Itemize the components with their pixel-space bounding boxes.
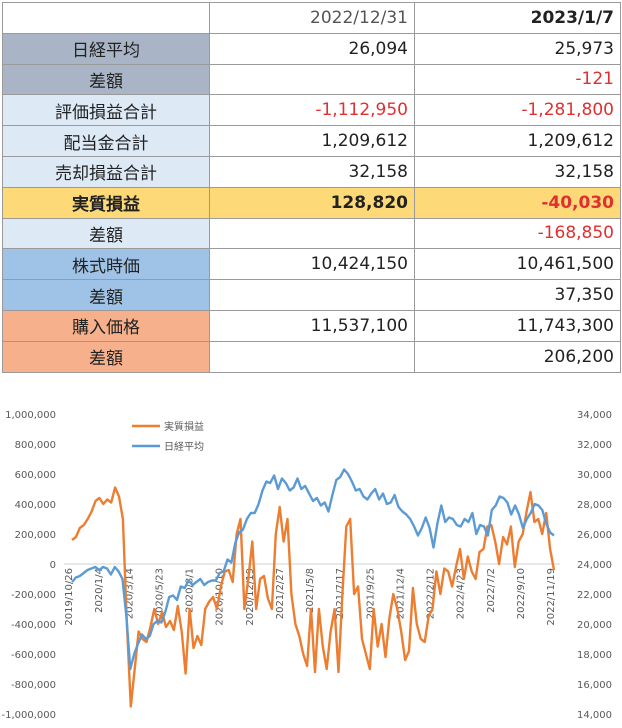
y-right-tick-label: 28,000 <box>577 500 612 511</box>
y-right-tick-label: 30,000 <box>577 470 612 481</box>
table-row: 実質損益 128,820 -40,030 <box>2 186 621 219</box>
x-tick-label: 2020/5/23 <box>154 568 165 619</box>
y-left-tick-label: 400,000 <box>15 500 56 511</box>
cell-value: -40,030 <box>414 186 621 219</box>
summary-table: 2022/12/31 2023/1/7 日経平均 26,094 25,973 差額 -121… <box>2 2 621 373</box>
x-tick-label: 2020/3/14 <box>124 568 135 619</box>
series-line-nikkei <box>71 468 555 671</box>
y-left-tick-label: -600,000 <box>11 650 56 661</box>
y-left-tick-label: -400,000 <box>11 620 56 631</box>
cell-value: 26,094 <box>209 32 415 65</box>
cell-value: -1,281,800 <box>414 94 621 127</box>
y-right-tick-label: 18,000 <box>577 650 612 661</box>
cell-value: 25,973 <box>414 32 621 65</box>
y-right-tick-label: 32,000 <box>577 440 612 451</box>
y-right-tick-label: 20,000 <box>577 620 612 631</box>
y-right-tick-label: 16,000 <box>577 680 612 691</box>
cell-value: 206,200 <box>414 340 621 373</box>
series-line-profit <box>71 486 556 708</box>
x-tick-label: 2019/10/26 <box>64 568 75 626</box>
cell-value: -121 <box>414 63 621 96</box>
row-label: 日経平均 <box>2 32 210 65</box>
y-right-tick-label: 34,000 <box>577 410 612 421</box>
y-left-tick-label: 200,000 <box>15 530 56 541</box>
header-blank <box>2 2 210 34</box>
cell-value: 37,350 <box>414 279 621 311</box>
cell-value: 32,158 <box>209 155 415 188</box>
cell-value: 11,537,100 <box>209 309 415 342</box>
y-left-tick-label: 600,000 <box>15 470 56 481</box>
y-left-tick-label: 0 <box>50 560 56 571</box>
y-right-tick-label: 26,000 <box>577 530 612 541</box>
row-label: 実質損益 <box>2 186 210 219</box>
row-label: 売却損益合計 <box>2 155 210 188</box>
legend-label: 日経平均 <box>164 440 204 453</box>
table-row: 配当金合計 1,209,612 1,209,612 <box>2 125 621 157</box>
legend-label: 実質損益 <box>164 420 204 433</box>
cell-value <box>209 217 415 250</box>
cell-value: -1,112,950 <box>209 94 415 127</box>
cell-value: 32,158 <box>414 155 621 188</box>
cell-value: 10,461,500 <box>414 248 621 281</box>
x-tick-label: 2022/11/19 <box>546 568 557 626</box>
column-header-1: 2022/12/31 <box>209 2 415 34</box>
x-tick-label: 2020/8/1 <box>185 568 196 613</box>
row-label: 株式時価 <box>2 248 210 281</box>
column-header-2: 2023/1/7 <box>414 2 621 34</box>
row-label: 差額 <box>2 63 210 96</box>
table-row: 評価損益合計 -1,112,950 -1,281,800 <box>2 94 621 127</box>
cell-value: 10,424,150 <box>209 248 415 281</box>
cell-value: 11,743,300 <box>414 309 621 342</box>
table-row: 売却損益合計 32,158 32,158 <box>2 155 621 188</box>
table-row: 差額 -168,850 <box>2 217 621 250</box>
x-tick-label: 2021/12/4 <box>395 568 406 619</box>
table-row: 購入価格 11,537,100 11,743,300 <box>2 309 621 342</box>
x-tick-label: 2022/9/10 <box>516 568 527 619</box>
table-row: 差額 206,200 <box>2 340 621 373</box>
y-right-tick-label: 14,000 <box>577 710 612 721</box>
x-tick-label: 2020/1/4 <box>94 568 105 613</box>
cell-value <box>209 63 415 96</box>
y-left-tick-label: 1,000,000 <box>5 410 56 421</box>
y-left-tick-label: 800,000 <box>15 440 56 451</box>
table-row: 差額 -121 <box>2 63 621 96</box>
y-left-tick-label: -200,000 <box>11 590 56 601</box>
y-left-tick-label: -1,000,000 <box>1 710 56 721</box>
y-left-tick-label: -800,000 <box>11 680 56 691</box>
x-tick-label: 2021/2/27 <box>275 568 286 619</box>
y-right-tick-label: 22,000 <box>577 590 612 601</box>
cell-value: 1,209,612 <box>414 125 621 157</box>
x-tick-label: 2022/7/2 <box>486 568 497 613</box>
row-label: 配当金合計 <box>2 125 210 157</box>
table-row: 株式時価 10,424,150 10,461,500 <box>2 248 621 281</box>
x-tick-label: 2021/5/8 <box>305 568 316 613</box>
row-label: 差額 <box>2 217 210 250</box>
table-row: 差額 37,350 <box>2 279 621 311</box>
line-chart: 1,000,000 800,000 600,000 400,000 200,000 0 -2… <box>1 410 612 721</box>
cell-value: 1,209,612 <box>209 125 415 157</box>
cell-value <box>209 279 415 311</box>
cell-value: 128,820 <box>209 186 415 219</box>
x-tick-label: 2021/7/17 <box>335 568 346 619</box>
x-tick-label: 2020/12/19 <box>245 568 256 626</box>
y-right-tick-label: 24,000 <box>577 560 612 571</box>
table-header-row: 2022/12/31 2023/1/7 <box>2 2 621 34</box>
x-tick-label: 2022/2/12 <box>426 568 437 619</box>
row-label: 差額 <box>2 340 210 373</box>
cell-value: -168,850 <box>414 217 621 250</box>
row-label: 差額 <box>2 279 210 311</box>
cell-value <box>209 340 415 373</box>
table-row: 日経平均 26,094 25,973 <box>2 32 621 65</box>
row-label: 評価損益合計 <box>2 94 210 127</box>
x-tick-label: 2022/4/23 <box>456 568 467 619</box>
x-tick-label: 2021/9/25 <box>365 568 376 619</box>
row-label: 購入価格 <box>2 309 210 342</box>
